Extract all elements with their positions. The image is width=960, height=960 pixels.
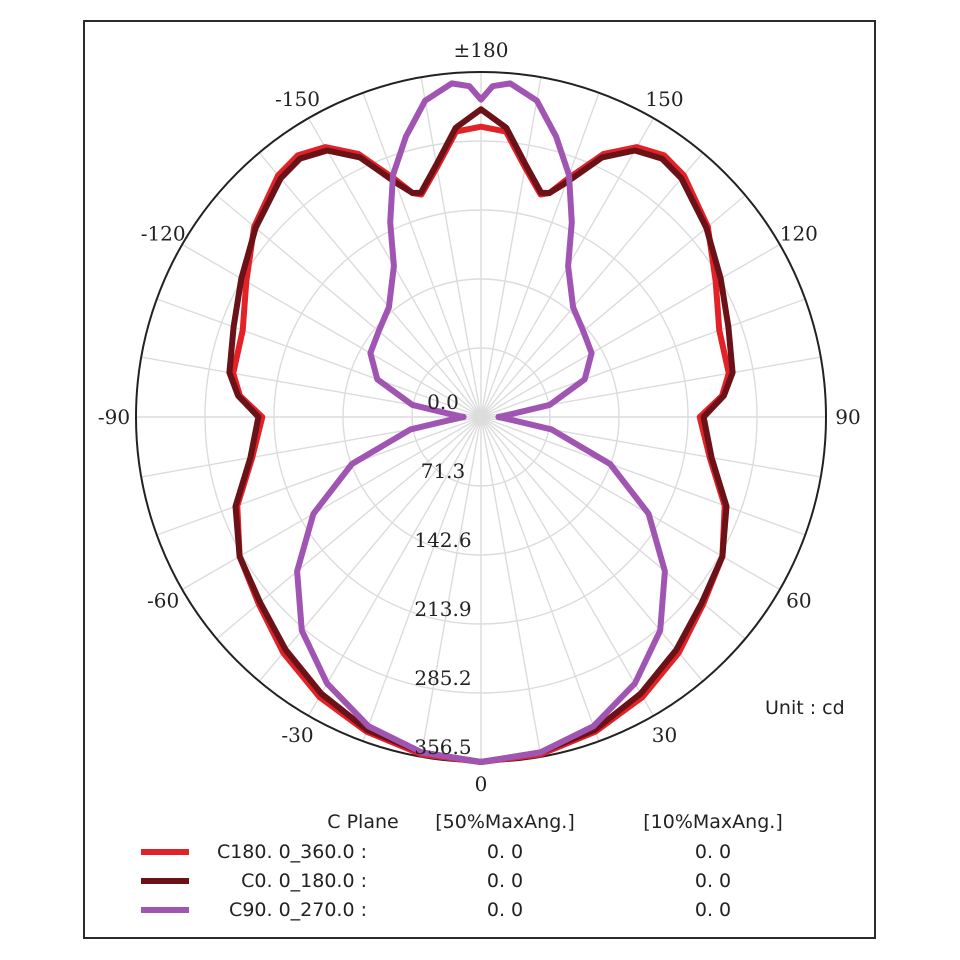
grid-spoke bbox=[480, 152, 704, 418]
legend-50-value: 0. 0 bbox=[487, 870, 523, 892]
legend-row: C0. 0_180.0 : 0. 0 0. 0 bbox=[141, 870, 731, 892]
legend-header-10: [10%MaxAng.] bbox=[643, 811, 782, 833]
grid-spoke bbox=[258, 152, 482, 418]
chart-frame: 0.0 71.3 142.6 213.9 285.2 356.5 0 30 60 90 120 15… bbox=[83, 20, 876, 939]
grid-spoke bbox=[156, 416, 482, 536]
legend-rows: C180. 0_360.0 : 0. 0 0. 0 C0. 0_180.0 : 0. 0… bbox=[141, 841, 731, 921]
angle-tick-label: 120 bbox=[780, 222, 818, 246]
angle-tick-label: 150 bbox=[645, 87, 683, 111]
angle-tick-label: 30 bbox=[652, 723, 677, 747]
series-line-2 bbox=[226, 106, 736, 765]
radial-tick-label: 0.0 bbox=[427, 390, 459, 414]
angle-tick-label: -150 bbox=[275, 87, 320, 111]
radial-tick-label: 356.5 bbox=[414, 735, 471, 759]
grid-spoke bbox=[480, 416, 600, 742]
grid-spoke bbox=[480, 416, 781, 591]
legend-row: C180. 0_360.0 : 0. 0 0. 0 bbox=[141, 841, 731, 863]
grid-spoke bbox=[362, 92, 482, 418]
grid-spoke bbox=[156, 298, 482, 418]
legend-series-name: C180. 0_360.0 : bbox=[217, 841, 367, 863]
legend: C Plane [50%MaxAng.] [10%MaxAng.] C180. … bbox=[141, 811, 783, 921]
grid-spoke bbox=[480, 77, 542, 418]
grid-spoke bbox=[480, 416, 806, 536]
legend-50-value: 0. 0 bbox=[487, 841, 523, 863]
legend-series-name: C0. 0_180.0 : bbox=[241, 870, 367, 892]
legend-header-50: [50%MaxAng.] bbox=[435, 811, 574, 833]
legend-10-value: 0. 0 bbox=[695, 841, 731, 863]
polar-chart: 0.0 71.3 142.6 213.9 285.2 356.5 0 30 60 90 120 15… bbox=[98, 38, 861, 921]
radial-tick-labels: 0.0 71.3 142.6 213.9 285.2 356.5 bbox=[414, 390, 471, 759]
radial-tick-label: 71.3 bbox=[421, 459, 466, 483]
grid-spoke bbox=[480, 243, 781, 418]
grid-spoke bbox=[480, 194, 746, 418]
grid-spoke bbox=[216, 194, 482, 418]
series-line-3 bbox=[294, 80, 668, 765]
angle-tick-label: -90 bbox=[98, 405, 130, 429]
grid-spoke bbox=[181, 243, 482, 418]
grid-spoke bbox=[307, 416, 482, 717]
grid-spoke bbox=[420, 77, 482, 418]
legend-row: C90. 0_270.0 : 0. 0 0. 0 bbox=[141, 899, 731, 921]
angle-tick-label: -120 bbox=[141, 222, 186, 246]
angle-tick-label: ±180 bbox=[454, 38, 509, 62]
grid-spoke bbox=[480, 416, 704, 682]
grid-spoke bbox=[181, 416, 482, 591]
grid-spoke bbox=[480, 298, 806, 418]
legend-series-name: C90. 0_270.0 : bbox=[229, 899, 367, 921]
radial-tick-label: 142.6 bbox=[414, 528, 471, 552]
angle-tick-labels: 0 30 60 90 120 150 ±180 -150 -120 -90 -60 -30 bbox=[98, 38, 861, 796]
angle-tick-label: 0 bbox=[475, 772, 488, 796]
legend-header-plane: C Plane bbox=[327, 811, 398, 833]
legend-50-value: 0. 0 bbox=[487, 899, 523, 921]
legend-10-value: 0. 0 bbox=[695, 870, 731, 892]
legend-10-value: 0. 0 bbox=[695, 899, 731, 921]
angle-tick-label: -30 bbox=[281, 723, 313, 747]
grid-spoke bbox=[480, 416, 655, 717]
polar-grid bbox=[135, 71, 827, 763]
radial-tick-label: 213.9 bbox=[414, 597, 471, 621]
series-layer bbox=[226, 80, 736, 765]
angle-tick-label: 90 bbox=[835, 405, 860, 429]
angle-tick-label: -60 bbox=[147, 589, 179, 613]
unit-label: Unit : cd bbox=[765, 697, 845, 719]
grid-spoke bbox=[258, 416, 482, 682]
grid-spoke bbox=[362, 416, 482, 742]
grid-spoke bbox=[480, 416, 542, 757]
grid-spoke bbox=[420, 416, 482, 757]
grid-spoke bbox=[480, 92, 600, 418]
radial-tick-label: 285.2 bbox=[414, 666, 471, 690]
angle-tick-label: 60 bbox=[786, 589, 811, 613]
